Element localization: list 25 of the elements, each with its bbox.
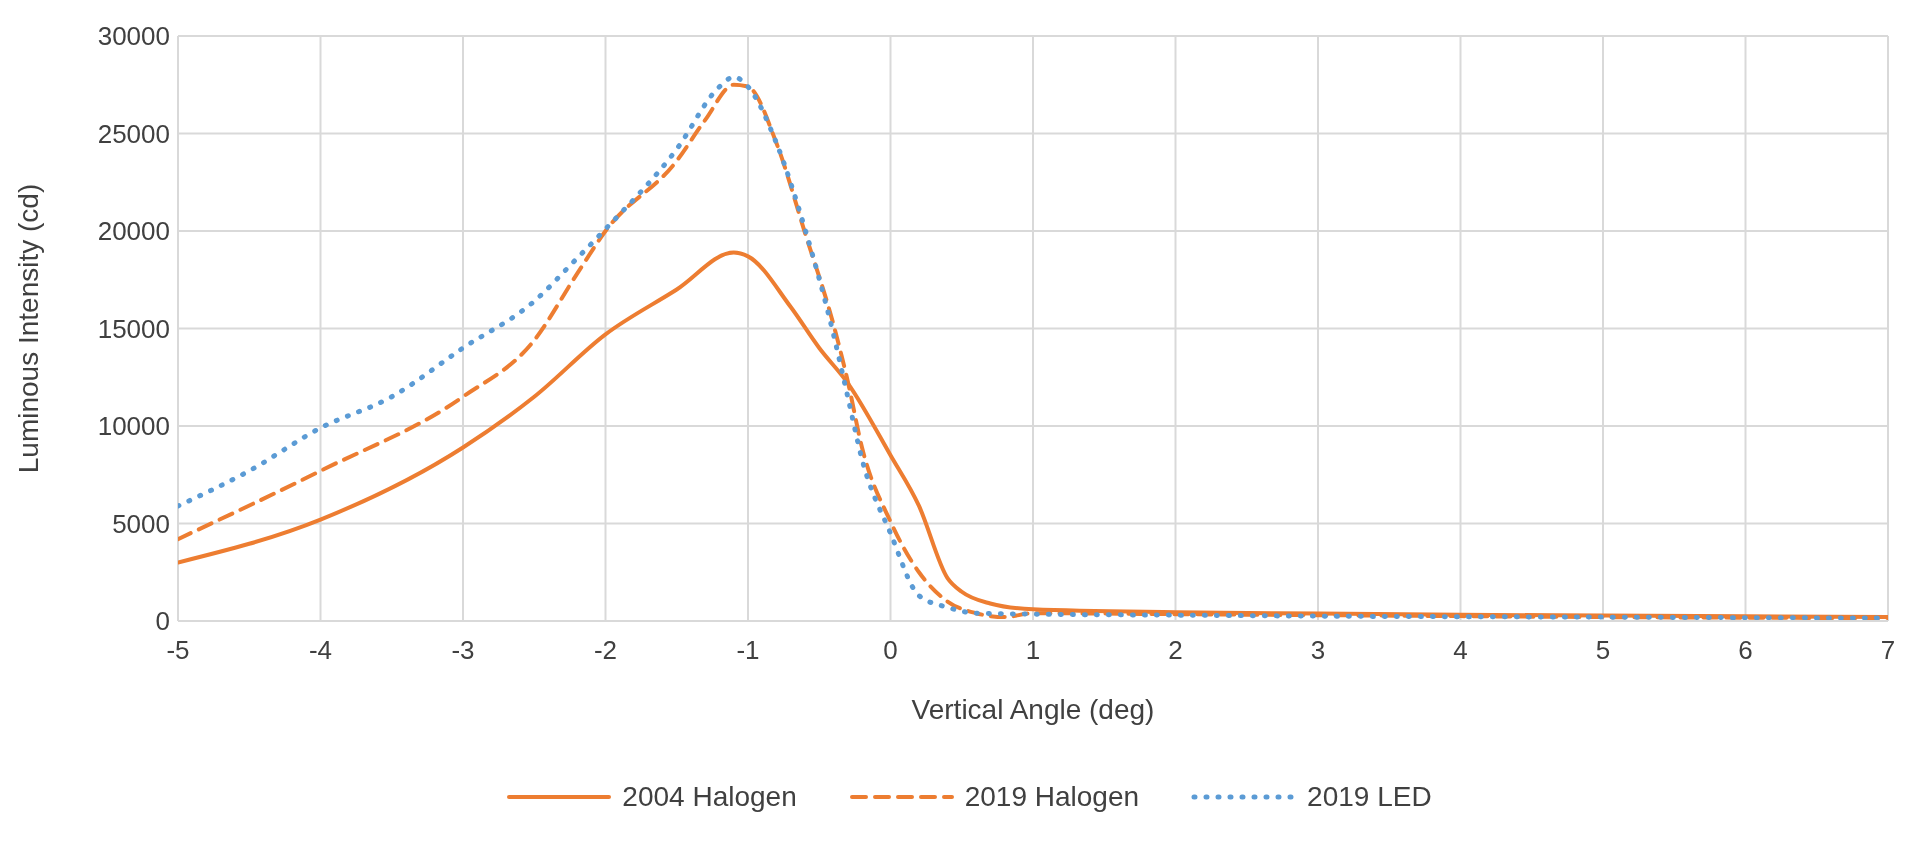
legend-label: 2004 Halogen bbox=[622, 781, 797, 813]
x-tick-label: 5 bbox=[1595, 635, 1611, 666]
y-tick-label: 30000 bbox=[97, 21, 170, 52]
y-axis-title: Luminous Intensity (cd) bbox=[12, 183, 44, 474]
y-tick-label: 15000 bbox=[97, 313, 170, 344]
legend-label: 2019 Halogen bbox=[964, 781, 1140, 813]
x-tick-label: -2 bbox=[593, 635, 618, 666]
x-tick-label: -4 bbox=[308, 635, 333, 666]
y-tick-label: 0 bbox=[155, 606, 170, 637]
y-tick-label: 10000 bbox=[97, 411, 170, 442]
x-tick-label: 1 bbox=[1025, 635, 1041, 666]
x-tick-label: 0 bbox=[883, 635, 898, 666]
legend-label: 2019 LED bbox=[1307, 781, 1432, 813]
x-tick-label: -5 bbox=[166, 635, 190, 666]
x-tick-label: -3 bbox=[451, 635, 475, 666]
x-tick-label: -1 bbox=[736, 635, 760, 666]
x-tick-label: 6 bbox=[1738, 635, 1753, 666]
y-tick-label: 5000 bbox=[112, 508, 170, 539]
x-tick-label: 4 bbox=[1453, 635, 1468, 666]
x-tick-label: 7 bbox=[1880, 635, 1896, 666]
x-axis-title: Vertical Angle (deg) bbox=[911, 693, 1155, 725]
y-tick-label: 20000 bbox=[97, 216, 170, 247]
x-tick-label: 2 bbox=[1168, 635, 1183, 666]
y-tick-label: 25000 bbox=[97, 118, 170, 149]
x-tick-label: 3 bbox=[1310, 635, 1326, 666]
